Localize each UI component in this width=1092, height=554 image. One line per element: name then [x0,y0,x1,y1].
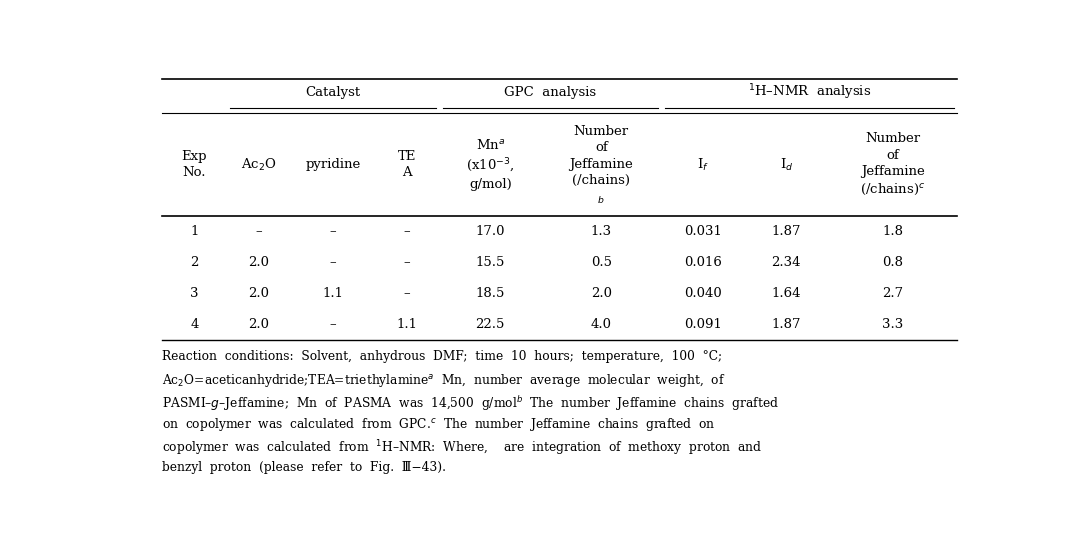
Text: 2.0: 2.0 [249,319,270,331]
Text: 0.040: 0.040 [685,287,722,300]
Text: 22.5: 22.5 [476,319,505,331]
Text: 1.3: 1.3 [591,225,612,238]
Text: 1.8: 1.8 [882,225,903,238]
Text: Reaction  conditions:  Solvent,  anhydrous  DMF;  time  10  hours;  temperature,: Reaction conditions: Solvent, anhydrous … [162,350,722,363]
Text: –: – [404,225,411,238]
Text: 2.0: 2.0 [249,287,270,300]
Text: Catalyst: Catalyst [306,85,360,99]
Text: 0.091: 0.091 [684,319,722,331]
Text: 2.0: 2.0 [249,256,270,269]
Text: GPC  analysis: GPC analysis [505,85,596,99]
Text: 0.5: 0.5 [591,256,612,269]
Text: 2.34: 2.34 [772,256,802,269]
Text: 3.3: 3.3 [882,319,903,331]
Text: –: – [330,225,336,238]
Text: 0.8: 0.8 [882,256,903,269]
Text: 15.5: 15.5 [476,256,505,269]
Text: copolymer  was  calculated  from  $^1$H–NMR:  Where,    are  integration  of  me: copolymer was calculated from $^1$H–NMR:… [162,438,762,458]
Text: 0.016: 0.016 [684,256,722,269]
Text: I$_d$: I$_d$ [780,157,793,173]
Text: 1.87: 1.87 [772,319,802,331]
Text: –: – [256,225,262,238]
Text: Ac$_2$O=aceticanhydride;TEA=triethylamine$^a$  Mn,  number  average  molecular  : Ac$_2$O=aceticanhydride;TEA=triethylamin… [162,372,725,389]
Text: 4: 4 [190,319,199,331]
Text: PASMI–$g$–Jeffamine;  Mn  of  PASMA  was  14,500  g/mol$^b$  The  number  Jeffam: PASMI–$g$–Jeffamine; Mn of PASMA was 14,… [162,394,779,413]
Text: pyridine: pyridine [306,158,360,171]
Text: 2: 2 [190,256,199,269]
Text: 2.0: 2.0 [591,287,612,300]
Text: 1.87: 1.87 [772,225,802,238]
Text: benzyl  proton  (please  refer  to  Fig.  Ⅲ−43).: benzyl proton (please refer to Fig. Ⅲ−43… [162,460,446,474]
Text: 1.64: 1.64 [772,287,802,300]
Text: 1.1: 1.1 [396,319,417,331]
Text: 1.1: 1.1 [322,287,344,300]
Text: 1: 1 [190,225,199,238]
Text: Exp
No.: Exp No. [181,150,207,179]
Text: 2.7: 2.7 [882,287,903,300]
Text: 18.5: 18.5 [476,287,505,300]
Text: 17.0: 17.0 [475,225,505,238]
Text: Number
of
Jeffamine
(/chains)$^c$: Number of Jeffamine (/chains)$^c$ [860,132,925,197]
Text: on  copolymer  was  calculated  from  GPC.$^c$  The  number  Jeffamine  chains  : on copolymer was calculated from GPC.$^c… [162,416,715,433]
Text: Number
of
Jeffamine
(/chains)
$_{b}$: Number of Jeffamine (/chains) $_{b}$ [569,125,633,204]
Text: –: – [404,256,411,269]
Text: Mn$^a$
(x10$^{-3}$,
g/mol): Mn$^a$ (x10$^{-3}$, g/mol) [466,138,514,191]
Text: 4.0: 4.0 [591,319,612,331]
Text: –: – [404,287,411,300]
Text: Ac$_2$O: Ac$_2$O [241,157,276,173]
Text: 0.031: 0.031 [684,225,722,238]
Text: –: – [330,256,336,269]
Text: I$_f$: I$_f$ [697,157,709,173]
Text: –: – [330,319,336,331]
Text: 3: 3 [190,287,199,300]
Text: $^{1}$H–NMR  analysis: $^{1}$H–NMR analysis [748,83,871,102]
Text: TE
A: TE A [397,150,416,179]
